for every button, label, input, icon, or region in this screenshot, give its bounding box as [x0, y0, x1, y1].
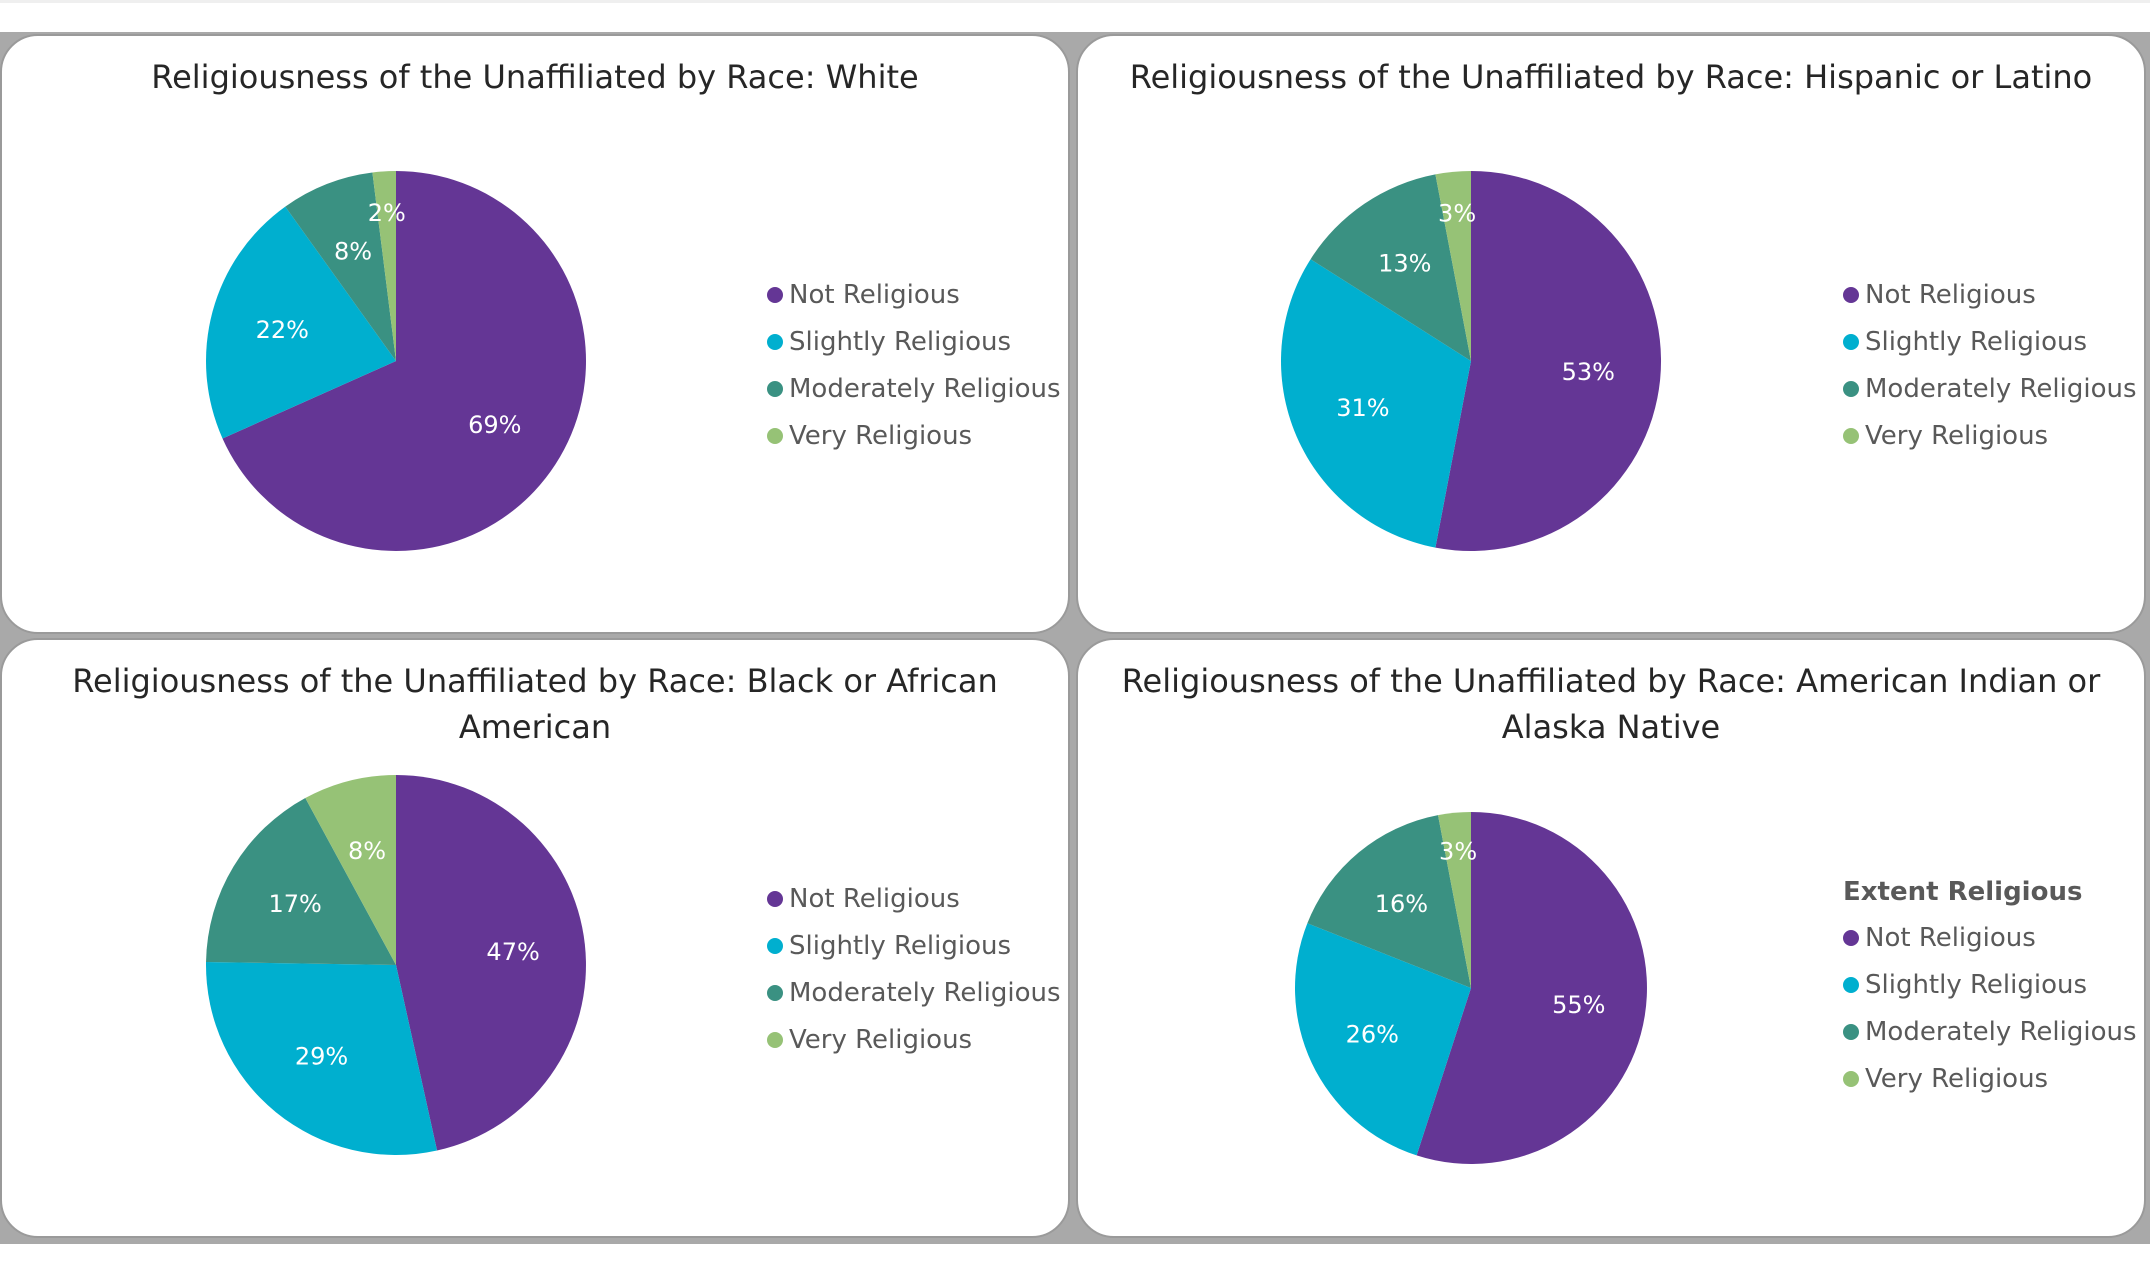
- legend-label: Slightly Religious: [1865, 969, 2088, 1000]
- pie-slice-moderately-religious: [1310, 174, 1471, 361]
- legend-label: Not Religious: [789, 279, 960, 310]
- legend-label: Moderately Religious: [789, 977, 1061, 1008]
- legend-swatch: [767, 890, 783, 907]
- chart-title: Religiousness of the Unaffiliated by Rac…: [1121, 662, 2101, 746]
- chart-panel-black-african-american: Religiousness of the Unaffiliated by Rac…: [0, 638, 1070, 1238]
- pie-slice-moderately-religious: [206, 798, 396, 965]
- pie-slice-very-religious: [1438, 812, 1471, 988]
- pie-slice-slightly-religious: [1294, 923, 1471, 1156]
- legend-label: Very Religious: [789, 420, 973, 451]
- legend-label: Slightly Religious: [789, 326, 1012, 357]
- legend-swatch: [1843, 427, 1859, 444]
- legend-item-very-religious: Very Religious: [1843, 412, 2137, 459]
- legend-swatch: [1843, 976, 1859, 993]
- data-label-moderately-religious: 13%: [1378, 250, 1431, 278]
- chart-panel-white: Religiousness of the Unaffiliated by Rac…: [0, 34, 1070, 634]
- pie-chart: 47% 29% 17% 8%: [205, 775, 586, 1155]
- pie-slice-not-religious: [1435, 171, 1662, 551]
- legend-item-slightly-religious: Slightly Religious: [767, 922, 1061, 969]
- legend-swatch: [767, 937, 783, 954]
- legend-label: Slightly Religious: [789, 930, 1012, 961]
- legend-label: Not Religious: [1865, 922, 2036, 953]
- data-label-not-religious: 55%: [1552, 991, 1605, 1019]
- pie-slice-not-religious: [396, 775, 586, 1151]
- pie-slice-very-religious: [305, 775, 396, 965]
- legend-swatch: [1843, 380, 1859, 397]
- legend-item-very-religious: Very Religious: [767, 1016, 1061, 1063]
- chart-panel-hispanic-latino: Religiousness of the Unaffiliated by Rac…: [1076, 34, 2146, 634]
- pie-slice-very-religious: [372, 171, 396, 361]
- chart-legend: Not Religious Slightly Religious Moderatel…: [767, 271, 1061, 459]
- legend-label: Not Religious: [1865, 279, 2036, 310]
- legend-item-slightly-religious: Slightly Religious: [767, 318, 1061, 365]
- pie-chart: 53% 31% 13%3%: [1281, 171, 1662, 551]
- legend-swatch: [767, 1031, 783, 1048]
- pie-chart: 69% 22% 8% 2%: [206, 171, 587, 551]
- legend-label: Very Religious: [1865, 420, 2049, 451]
- pie-slice-not-religious: [222, 171, 587, 551]
- legend-label: Very Religious: [789, 1024, 973, 1055]
- data-label-slightly-religious: 31%: [1336, 394, 1389, 422]
- data-label-not-religious: 53%: [1562, 358, 1615, 386]
- pie-slice-not-religious: [1416, 812, 1647, 1164]
- data-label-very-religious: 2%: [368, 199, 406, 227]
- pie-slice-moderately-religious: [1307, 815, 1471, 988]
- chart-title: Religiousness of the Unaffiliated by Rac…: [72, 662, 998, 746]
- chart-title: Religiousness of the Unaffiliated by Rac…: [151, 58, 919, 96]
- legend-label: Moderately Religious: [789, 373, 1061, 404]
- legend-item-not-religious: Not Religious: [1843, 271, 2137, 318]
- pie-slice-very-religious: [1435, 171, 1471, 361]
- pie-slice-slightly-religious: [206, 206, 396, 439]
- legend-item-very-religious: Very Religious: [767, 412, 1061, 459]
- pie-slice-slightly-religious: [205, 962, 438, 1155]
- legend-label: Slightly Religious: [1865, 326, 2088, 357]
- legend-label: Not Religious: [789, 883, 960, 914]
- legend-label: Moderately Religious: [1865, 1016, 2137, 1047]
- chart-panel-american-indian-alaska-native: Religiousness of the Unaffiliated by Rac…: [1076, 638, 2146, 1238]
- legend-swatch: [767, 427, 783, 444]
- pie-chart: 55% 26% 16% 3%: [1294, 812, 1647, 1164]
- data-label-not-religious: 47%: [486, 938, 539, 966]
- chart-legend: Extent Religious Not Religious Slightly Re…: [1843, 870, 2137, 1102]
- pie-slice-moderately-religious: [285, 172, 396, 361]
- data-label-slightly-religious: 26%: [1346, 1021, 1399, 1049]
- data-label-very-religious: 8%: [348, 837, 386, 865]
- data-label-slightly-religious: 29%: [295, 1042, 348, 1070]
- legend-swatch: [767, 984, 783, 1001]
- legend-item-very-religious: Very Religious: [1843, 1055, 2137, 1102]
- chart-legend: Not Religious Slightly Religious Moderatel…: [767, 875, 1061, 1063]
- legend-swatch: [767, 286, 783, 303]
- legend-swatch: [767, 380, 783, 397]
- legend-item-moderately-religious: Moderately Religious: [1843, 1008, 2137, 1055]
- legend-item-not-religious: Not Religious: [1843, 914, 2137, 961]
- legend-item-not-religious: Not Religious: [767, 875, 1061, 922]
- legend-label: Very Religious: [1865, 1063, 2049, 1094]
- data-label-not-religious: 69%: [468, 411, 521, 439]
- data-label-moderately-religious: 17%: [269, 890, 322, 918]
- chart-title: Religiousness of the Unaffiliated by Rac…: [1129, 58, 2093, 96]
- top-divider: [0, 0, 2150, 3]
- legend-item-moderately-religious: Moderately Religious: [767, 365, 1061, 412]
- data-label-moderately-religious: 8%: [334, 237, 372, 265]
- legend-item-not-religious: Not Religious: [767, 271, 1061, 318]
- legend-swatch: [767, 333, 783, 350]
- legend-swatch: [1843, 286, 1859, 303]
- data-label-slightly-religious: 22%: [256, 316, 309, 344]
- legend-item-moderately-religious: Moderately Religious: [767, 969, 1061, 1016]
- chart-legend: Not Religious Slightly Religious Moderatel…: [1843, 271, 2137, 459]
- legend-swatch: [1843, 929, 1859, 946]
- legend-item-slightly-religious: Slightly Religious: [1843, 961, 2137, 1008]
- legend-swatch: [1843, 1070, 1859, 1087]
- pie-slice-slightly-religious: [1281, 259, 1471, 548]
- legend-label: Moderately Religious: [1865, 373, 2137, 404]
- legend-item-moderately-religious: Moderately Religious: [1843, 365, 2137, 412]
- data-label-moderately-religious: 16%: [1375, 890, 1428, 918]
- data-label-very-religious: 3%: [1438, 200, 1476, 228]
- legend-item-slightly-religious: Slightly Religious: [1843, 318, 2137, 365]
- legend-swatch: [1843, 1023, 1859, 1040]
- legend-title: Extent Religious: [1843, 877, 2083, 907]
- data-label-very-religious: 3%: [1439, 837, 1477, 865]
- legend-swatch: [1843, 333, 1859, 350]
